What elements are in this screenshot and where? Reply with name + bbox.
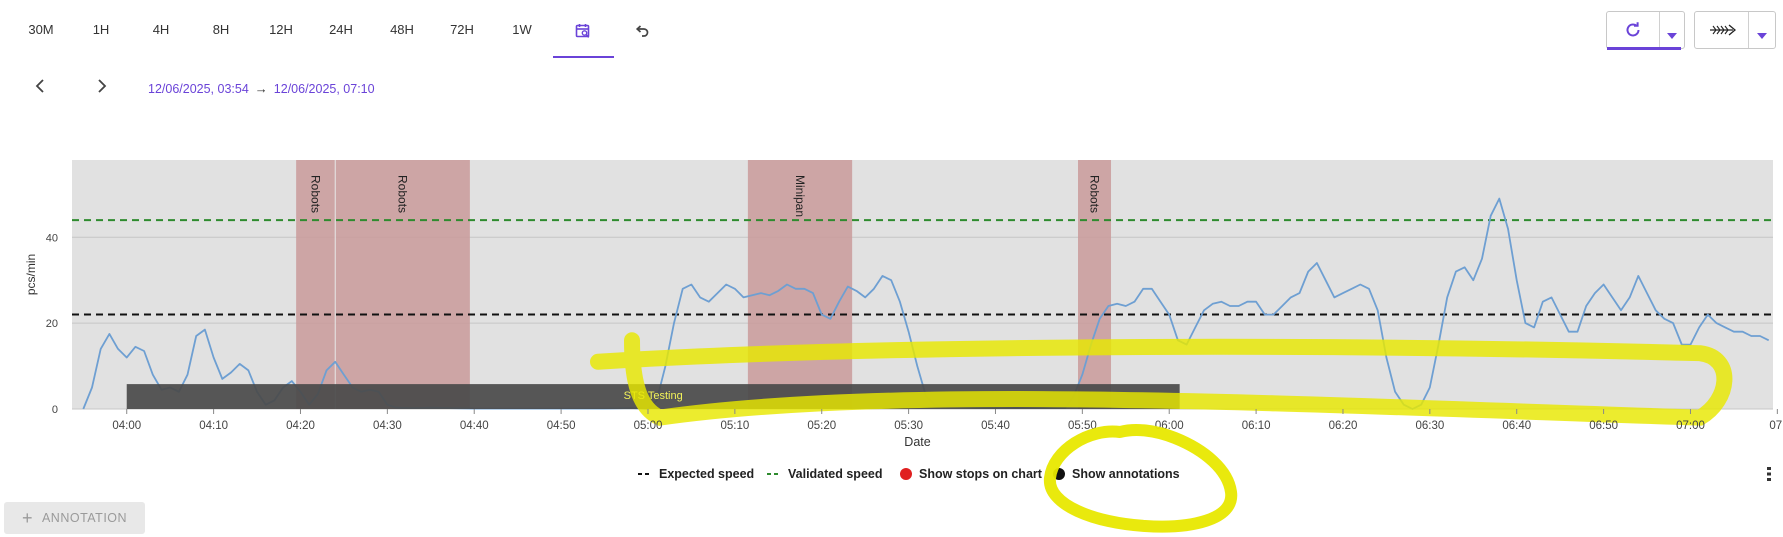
annotation-button-label: ANNOTATION: [41, 511, 128, 525]
range-end: 12/06/2025, 07:10: [273, 82, 375, 96]
plus-icon: +: [21, 507, 33, 528]
tab-48h[interactable]: 48H: [390, 22, 414, 37]
y-axis-title: pcs/min: [24, 254, 38, 295]
vertical-dots-icon[interactable]: [1765, 466, 1773, 487]
tab-4h[interactable]: 4H: [152, 22, 170, 37]
x-tick-label: 04:20: [286, 420, 315, 432]
y-tick-label: 20: [46, 318, 58, 330]
x-tick-label: 07:00: [1676, 420, 1705, 432]
stop-band-label: Robots: [309, 175, 323, 213]
tab-1w[interactable]: 1W: [512, 22, 532, 37]
x-tick-label: 06:30: [1415, 420, 1444, 432]
view-dropdown-icon[interactable]: [1756, 27, 1768, 45]
active-tab-indicator: [553, 56, 614, 58]
x-tick-label: 06:40: [1502, 420, 1531, 432]
x-tick-label: 07:: [1769, 420, 1783, 432]
x-tick-label: 05:50: [1068, 420, 1097, 432]
legend-label: Show stops on chart: [919, 467, 1042, 481]
view-button-group: [1694, 11, 1776, 49]
chevron-right-icon[interactable]: [95, 78, 109, 99]
x-tick-label: 04:30: [373, 420, 402, 432]
x-tick-label: 04:00: [112, 420, 141, 432]
refresh-icon[interactable]: [1624, 21, 1642, 44]
stop-band-label: Robots: [1088, 175, 1102, 213]
legend-show-stops[interactable]: Show stops on chart: [900, 467, 1042, 481]
x-tick-label: 06:50: [1589, 420, 1618, 432]
refresh-button-group: [1606, 11, 1685, 50]
date-range[interactable]: 12/06/2025, 03:54 → 12/06/2025, 07:10: [148, 81, 375, 96]
tab-30m[interactable]: 30M: [28, 22, 54, 37]
x-tick-label: 04:50: [547, 420, 576, 432]
chevron-left-icon[interactable]: [34, 78, 48, 99]
refresh-dropdown-icon[interactable]: [1666, 27, 1678, 45]
refresh-underline: [1607, 47, 1681, 50]
legend-label: Validated speed: [788, 467, 883, 481]
highlighter-stroke: [590, 332, 1733, 426]
stop-band-label: Minipan: [793, 175, 807, 217]
x-tick-label: 05:00: [634, 420, 663, 432]
legend-validated-speed[interactable]: Validated speed: [767, 467, 882, 481]
undo-icon[interactable]: [634, 23, 650, 44]
x-tick-label: 05:20: [807, 420, 836, 432]
stop-band: [335, 160, 470, 409]
calendar-search-icon[interactable]: [575, 23, 591, 44]
tab-72h[interactable]: 72H: [450, 22, 474, 37]
legend-expected-speed[interactable]: Expected speed: [638, 467, 754, 481]
x-tick-label: 05:30: [894, 420, 923, 432]
stop-band: [747, 160, 853, 409]
legend-label: Expected speed: [659, 467, 755, 481]
y-tick-label: 40: [46, 232, 58, 244]
tab-8h[interactable]: 8H: [212, 22, 230, 37]
x-axis-title: Date: [904, 435, 930, 449]
legend-label: Show annotations: [1072, 467, 1180, 481]
highlighter-scribble: [1043, 424, 1238, 533]
x-tick-label: 05:40: [981, 420, 1010, 432]
tab-12h[interactable]: 12H: [269, 22, 293, 37]
y-tick-label: 0: [52, 404, 58, 416]
x-tick-label: 05:10: [720, 420, 749, 432]
x-tick-label: 04:10: [199, 420, 228, 432]
tab-1h[interactable]: 1H: [92, 22, 110, 37]
x-tick-label: 06:20: [1329, 420, 1358, 432]
range-start: 12/06/2025, 03:54: [148, 82, 249, 96]
tab-24h[interactable]: 24H: [329, 22, 353, 37]
x-tick-label: 06:10: [1242, 420, 1271, 432]
x-tick-label: 04:40: [460, 420, 489, 432]
fish-line-icon[interactable]: [1709, 22, 1739, 43]
add-annotation-button[interactable]: + ANNOTATION: [4, 502, 145, 534]
stop-band-label: Robots: [396, 175, 410, 213]
range-arrow: →: [254, 81, 268, 96]
